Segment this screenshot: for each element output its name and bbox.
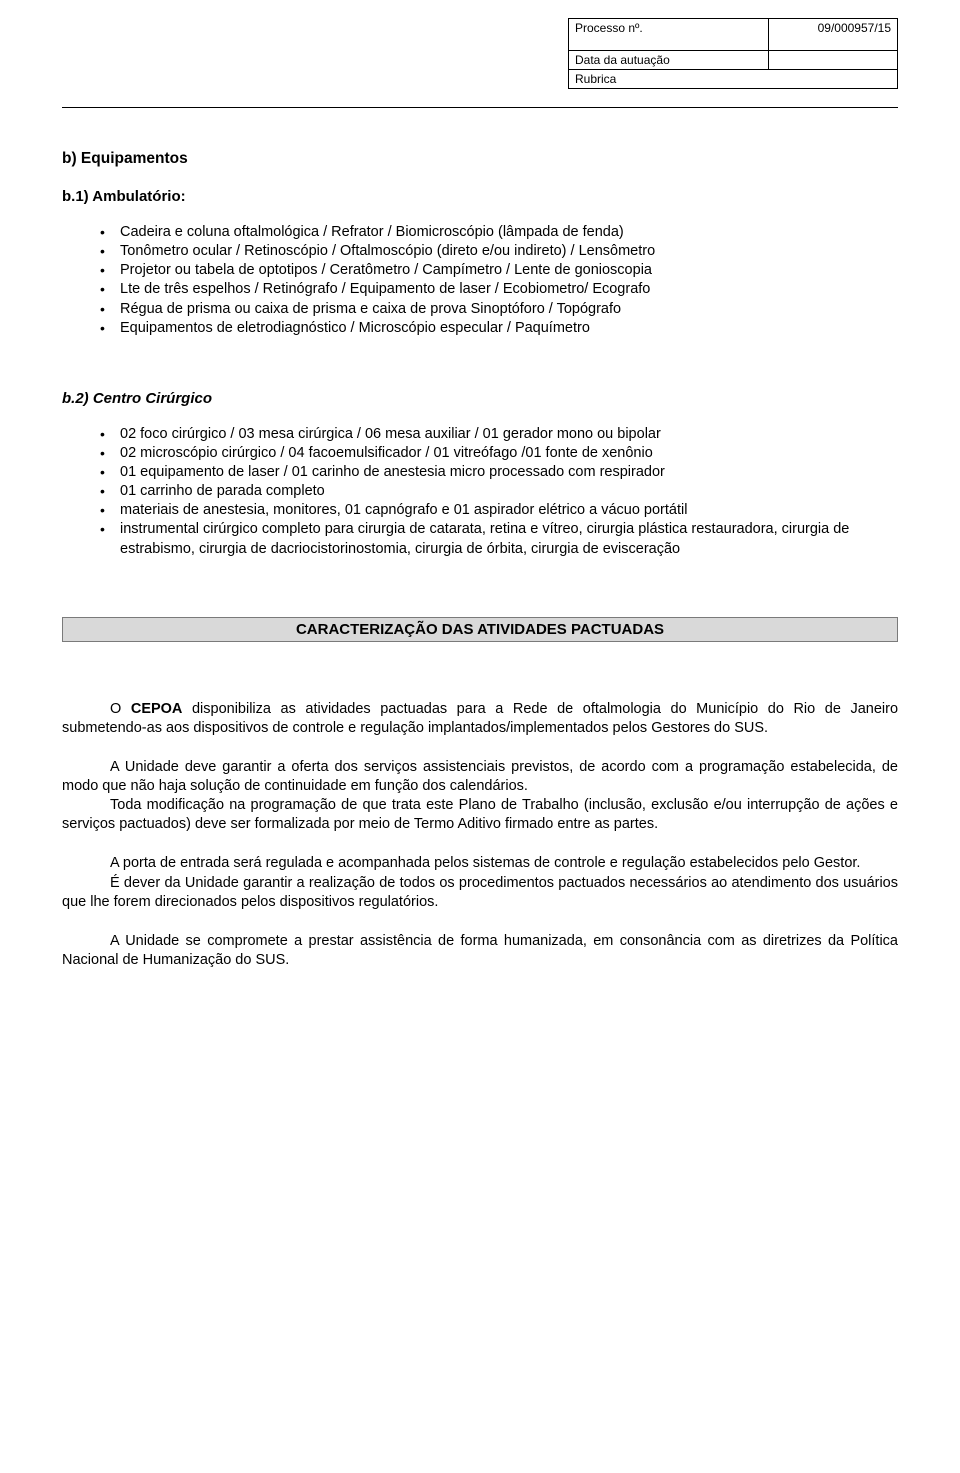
p1-pre: O — [110, 701, 131, 717]
horizontal-rule — [62, 107, 898, 108]
list-item: Equipamentos de eletrodiagnóstico / Micr… — [100, 319, 898, 338]
b1-list: Cadeira e coluna oftalmológica / Refrato… — [62, 223, 898, 338]
p1-bold: CEPOA — [131, 701, 183, 717]
section-b1-title: b.1) Ambulatório: — [62, 188, 898, 205]
rubrica-label: Rubrica — [569, 70, 898, 89]
caracterizacao-heading-box: CARACTERIZAÇÃO DAS ATIVIDADES PACTUADAS — [62, 617, 898, 642]
list-item: Tonômetro ocular / Retinoscópio / Oftalm… — [100, 242, 898, 261]
data-autuacao-label: Data da autuação — [569, 51, 769, 70]
list-item: Cadeira e coluna oftalmológica / Refrato… — [100, 223, 898, 242]
list-item: 02 foco cirúrgico / 03 mesa cirúrgica / … — [100, 425, 898, 444]
list-item: 01 equipamento de laser / 01 carinho de … — [100, 463, 898, 482]
list-item: Lte de três espelhos / Retinógrafo / Equ… — [100, 280, 898, 299]
caract-p3: Toda modificação na programação de que t… — [62, 796, 898, 834]
caract-p6: A Unidade se compromete a prestar assist… — [62, 932, 898, 970]
caract-p5: É dever da Unidade garantir a realização… — [62, 874, 898, 912]
caract-p4: A porta de entrada será regulada e acomp… — [62, 854, 898, 873]
section-b-title: b) Equipamentos — [62, 150, 898, 168]
caract-p2: A Unidade deve garantir a oferta dos ser… — [62, 758, 898, 796]
list-item: materiais de anestesia, monitores, 01 ca… — [100, 501, 898, 520]
process-header-table: Processo nº. 09/000957/15 Data da autuaç… — [568, 18, 898, 89]
b2-list: 02 foco cirúrgico / 03 mesa cirúrgica / … — [62, 425, 898, 559]
list-item: Projetor ou tabela de optotipos / Ceratô… — [100, 261, 898, 280]
list-item: 02 microscópio cirúrgico / 04 facoemulsi… — [100, 444, 898, 463]
data-autuacao-valor — [769, 51, 898, 70]
list-item: Régua de prisma ou caixa de prisma e cai… — [100, 300, 898, 319]
caract-p1: O CEPOA disponibiliza as atividades pact… — [62, 700, 898, 738]
p1-post: disponibiliza as atividades pactuadas pa… — [62, 701, 898, 736]
processo-valor: 09/000957/15 — [769, 19, 898, 51]
list-item: 01 carrinho de parada completo — [100, 482, 898, 501]
processo-label: Processo nº. — [569, 19, 769, 51]
section-b2-title: b.2) Centro Cirúrgico — [62, 390, 898, 407]
list-item: instrumental cirúrgico completo para cir… — [100, 520, 898, 558]
